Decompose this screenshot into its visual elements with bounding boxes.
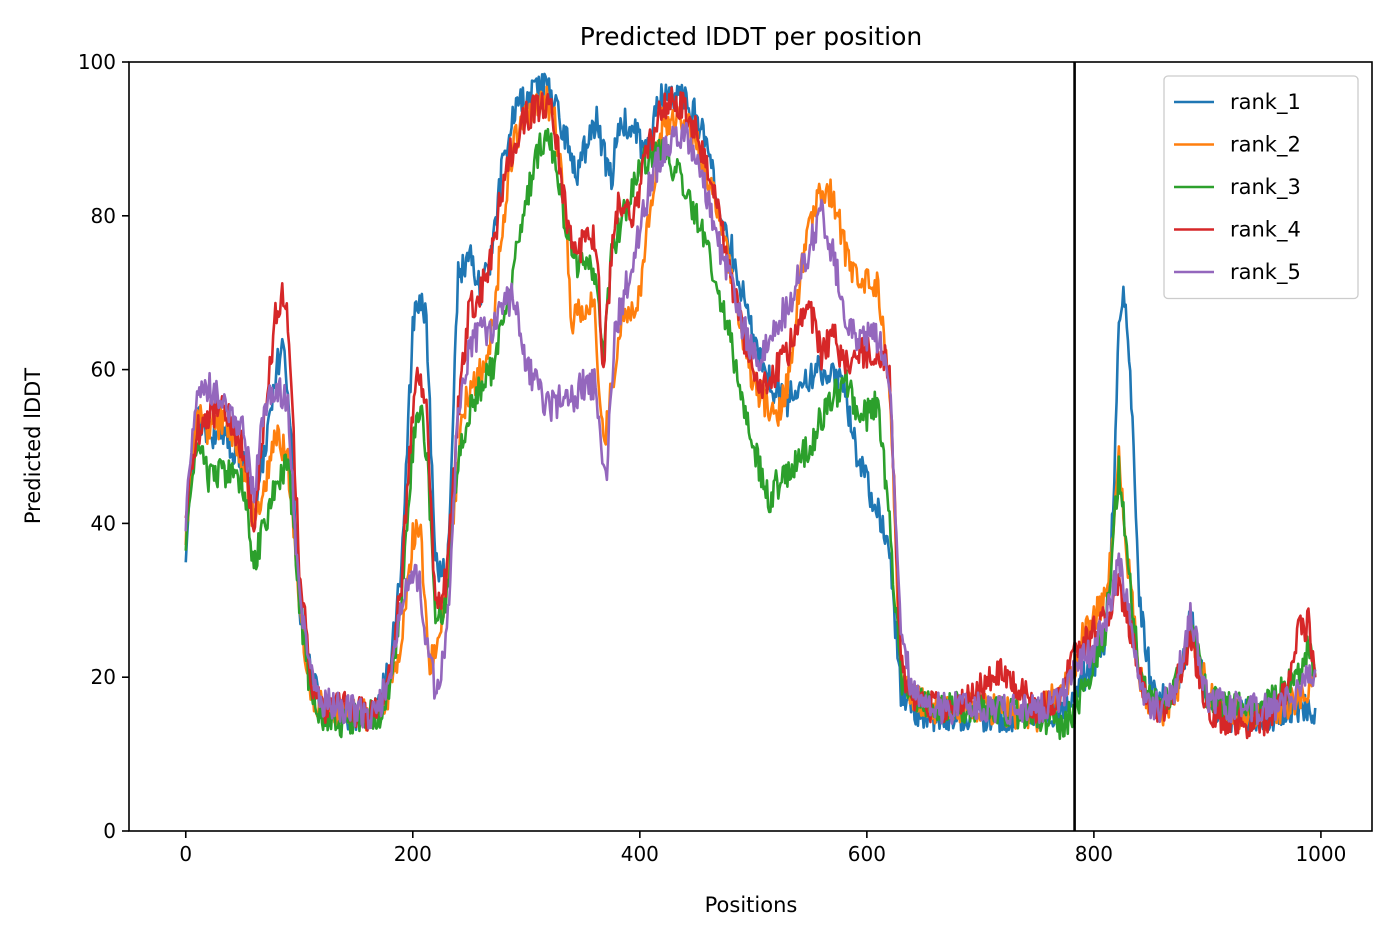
ticks-layer: 0 200 400 600 800 1000 0 20 40 60 80 100 [78,50,1347,866]
legend-label-rank_3: rank_3 [1230,175,1301,200]
legend-box [1163,75,1359,300]
chart-title: Predicted lDDT per position [580,22,922,51]
legend-label-rank_4: rank_4 [1230,218,1301,243]
legend-label-rank_5: rank_5 [1230,260,1301,285]
x-axis-title: Positions [705,893,798,917]
legend-label-rank_2: rank_2 [1230,133,1301,158]
x-tick-label: 400 [621,842,659,866]
series-line-rank_5 [184,121,1317,730]
x-tick-label: 1000 [1295,842,1346,866]
y-axis-title: Predicted lDDT [21,368,45,524]
y-tick-label: 40 [91,511,116,535]
y-tick-label: 100 [78,50,116,74]
y-tick-label: 0 [103,819,116,843]
series-layer [184,72,1317,741]
legend-label-rank_1: rank_1 [1230,90,1301,115]
y-tick-label: 20 [91,665,116,689]
legend: rank_1 rank_2 rank_3 rank_4 rank_5 [1163,75,1359,300]
x-tick-label: 0 [179,842,192,866]
x-tick-label: 800 [1075,842,1113,866]
y-tick-label: 80 [91,204,116,228]
plot-frame [128,61,1373,832]
x-tick-label: 200 [394,842,432,866]
x-tick-label: 600 [848,842,886,866]
y-tick-label: 60 [91,358,116,382]
